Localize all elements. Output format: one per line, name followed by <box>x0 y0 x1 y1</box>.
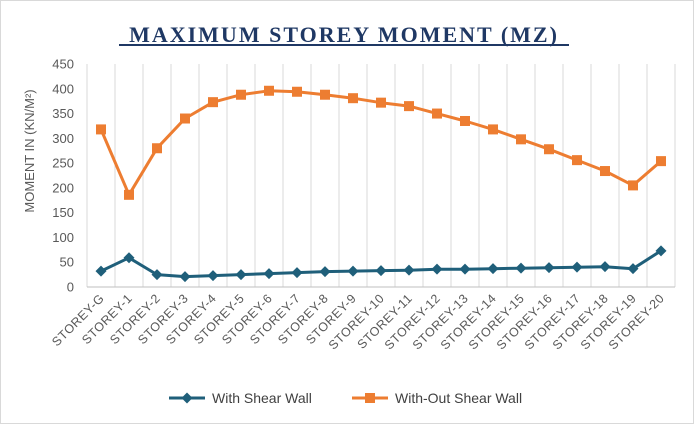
legend-label: With Shear Wall <box>212 390 312 406</box>
data-point <box>404 101 414 112</box>
series <box>95 85 667 283</box>
y-tick-label: 400 <box>52 81 74 96</box>
data-point <box>516 134 526 145</box>
data-point <box>95 265 107 277</box>
chart-title: MAXIMUM STOREY MOMENT (MZ) <box>129 22 559 47</box>
y-tick-label: 250 <box>52 156 74 171</box>
data-point <box>124 189 134 200</box>
series-with-shear-wall <box>95 245 667 283</box>
data-point <box>319 266 331 278</box>
y-tick-label: 100 <box>52 230 74 245</box>
y-axis-title: MOMENT IN (KN/M²) <box>22 89 37 212</box>
data-point <box>600 166 610 177</box>
y-tick-label: 150 <box>52 205 74 220</box>
data-point <box>655 245 667 257</box>
data-point <box>263 268 275 280</box>
y-tick-label: 350 <box>52 106 74 121</box>
data-point <box>348 93 358 104</box>
y-tick-labels: 0 50 100 150 200 250 300 350 400 450 <box>52 57 74 295</box>
y-tick-label: 450 <box>52 57 74 72</box>
legend: With Shear Wall With-Out Shear Wall <box>169 390 522 406</box>
data-point <box>96 124 106 135</box>
data-point <box>235 269 247 281</box>
data-point <box>460 115 470 126</box>
data-point <box>431 263 443 275</box>
legend-marker <box>181 392 193 404</box>
data-point <box>320 89 330 100</box>
data-point <box>264 85 274 96</box>
data-point <box>571 261 583 273</box>
y-tick-label: 300 <box>52 131 74 146</box>
data-point <box>291 267 303 279</box>
data-point <box>376 97 386 108</box>
data-point <box>515 262 527 274</box>
data-point <box>572 155 582 166</box>
y-tick-label: 200 <box>52 180 74 195</box>
legend-label: With-Out Shear Wall <box>395 390 522 406</box>
data-point <box>487 263 499 275</box>
data-point <box>236 89 246 100</box>
data-point <box>347 265 359 277</box>
data-point <box>488 124 498 135</box>
data-point <box>179 271 191 283</box>
data-point <box>208 97 218 108</box>
legend-marker <box>365 393 375 403</box>
legend-item-without-shear-wall: With-Out Shear Wall <box>352 390 522 406</box>
data-point <box>207 270 219 282</box>
y-tick-label: 50 <box>60 255 74 270</box>
x-tick-labels: STOREY-GSTOREY-1STOREY-2STOREY-3STOREY-4… <box>49 291 667 352</box>
data-point <box>599 261 611 273</box>
series-without-shear-wall <box>96 85 666 200</box>
data-point <box>375 265 387 277</box>
data-point <box>544 144 554 155</box>
data-point <box>432 108 442 119</box>
data-point <box>627 263 639 275</box>
data-point <box>151 269 163 281</box>
data-point <box>403 264 415 276</box>
data-point <box>180 113 190 124</box>
gridlines <box>86 64 676 287</box>
data-point <box>656 156 666 167</box>
data-point <box>152 143 162 154</box>
data-point <box>123 252 135 264</box>
data-point <box>628 180 638 191</box>
legend-item-with-shear-wall: With Shear Wall <box>169 390 312 406</box>
data-point <box>459 263 471 275</box>
data-point <box>543 262 555 274</box>
y-tick-label: 0 <box>67 280 74 295</box>
data-point <box>292 86 302 97</box>
